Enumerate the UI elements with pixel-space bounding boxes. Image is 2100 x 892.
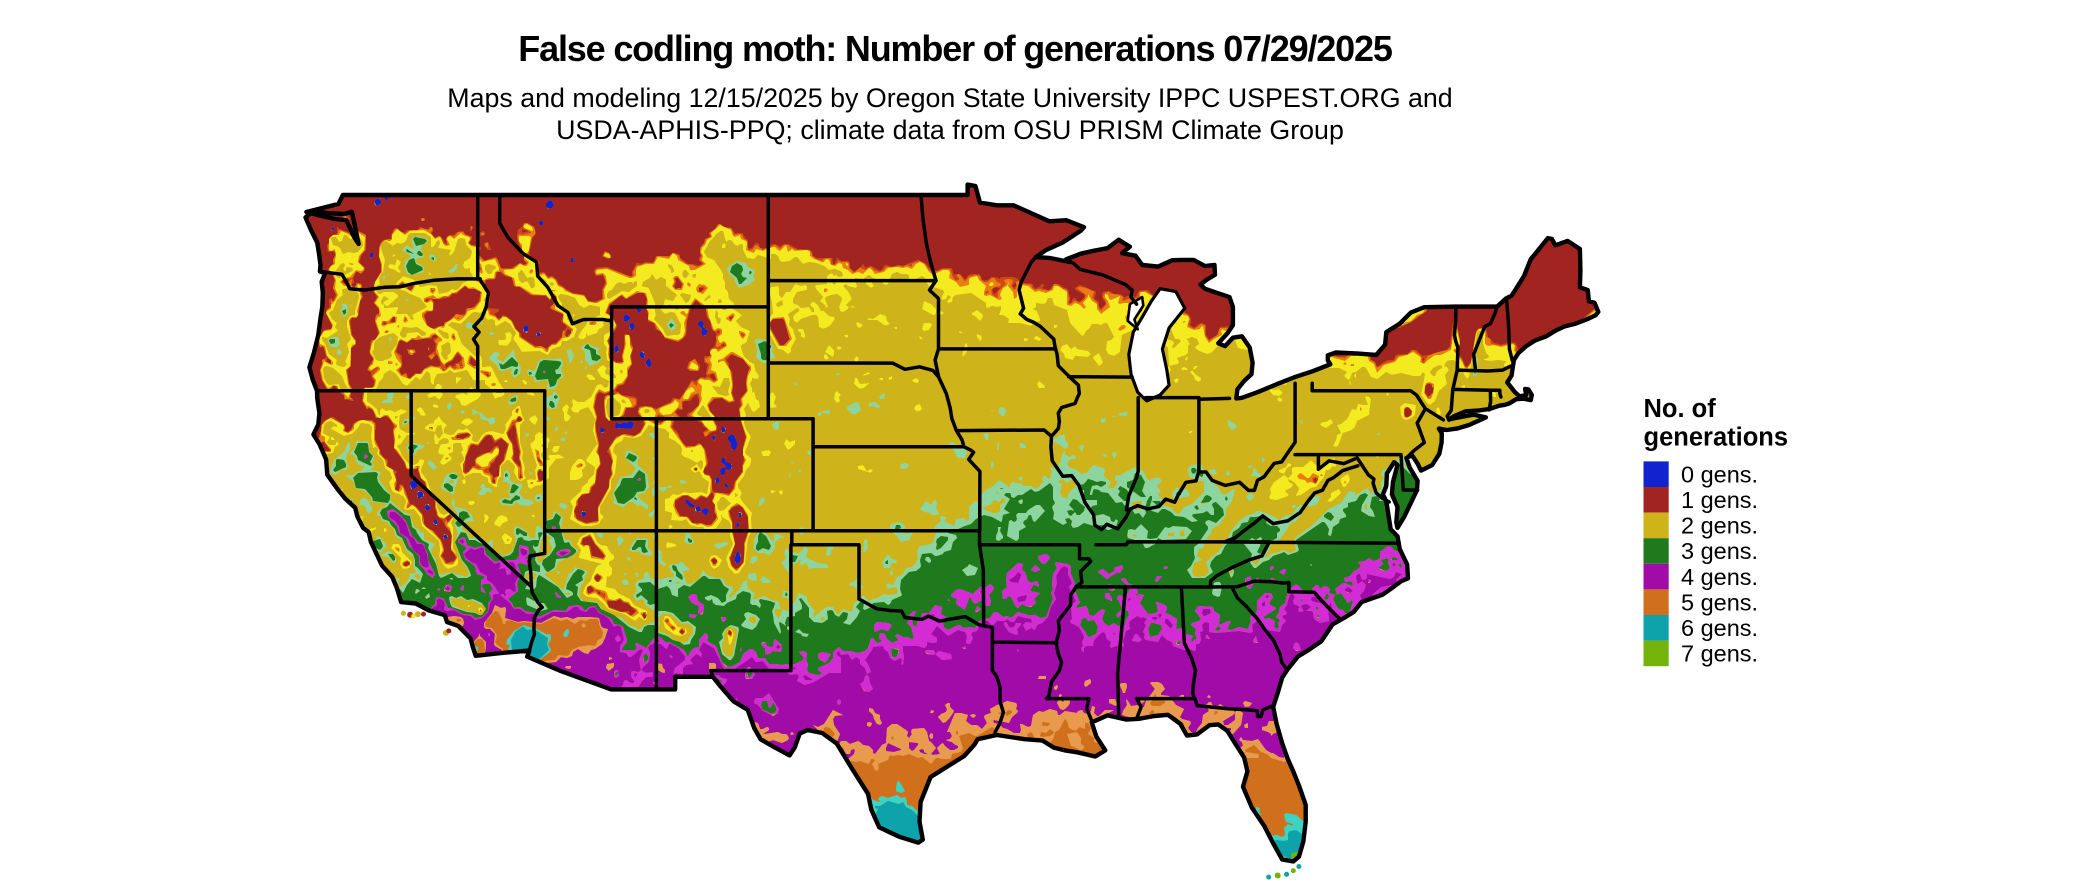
svg-text:7 gens.: 7 gens. <box>1681 641 1758 667</box>
svg-text:0 gens.: 0 gens. <box>1681 461 1758 487</box>
svg-text:False codling moth: Number of: False codling moth: Number of generation… <box>518 28 1393 69</box>
svg-text:4 gens.: 4 gens. <box>1681 564 1758 590</box>
svg-text:No. of: No. of <box>1644 395 1717 423</box>
svg-text:3 gens.: 3 gens. <box>1681 538 1758 564</box>
svg-text:USDA-APHIS-PPQ; climate data f: USDA-APHIS-PPQ; climate data from OSU PR… <box>556 115 1344 145</box>
svg-text:2 gens.: 2 gens. <box>1681 513 1758 539</box>
svg-text:Maps and modeling 12/15/2025 b: Maps and modeling 12/15/2025 by Oregon S… <box>447 83 1452 113</box>
svg-text:5 gens.: 5 gens. <box>1681 589 1758 615</box>
svg-text:1 gens.: 1 gens. <box>1681 487 1758 513</box>
svg-text:6 gens.: 6 gens. <box>1681 615 1758 641</box>
svg-text:generations: generations <box>1644 424 1789 452</box>
